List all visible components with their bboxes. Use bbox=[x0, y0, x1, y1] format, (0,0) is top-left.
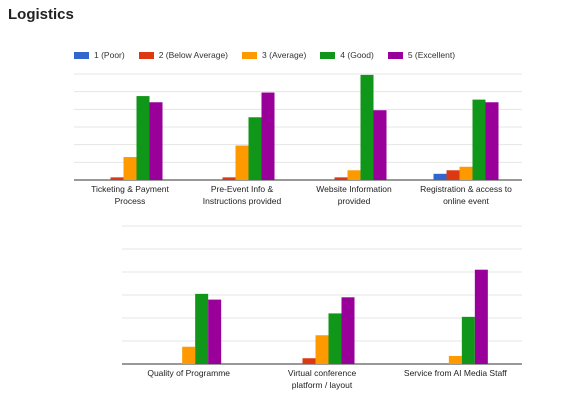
bar-5-excellent bbox=[261, 92, 275, 180]
bar-3-average bbox=[448, 355, 462, 364]
category-label: Ticketing & Payment bbox=[91, 184, 169, 194]
bar-5-excellent bbox=[208, 299, 222, 364]
bar-5-excellent bbox=[341, 297, 355, 364]
category-label: online event bbox=[443, 196, 489, 206]
legend-label-poor: 1 (Poor) bbox=[94, 50, 125, 60]
chart-legend: 1 (Poor) 2 (Below Average) 3 (Average) 4… bbox=[74, 50, 455, 60]
category-label: Process bbox=[115, 196, 146, 206]
bar-3-average bbox=[315, 335, 329, 364]
category-label: platform / layout bbox=[292, 380, 353, 390]
category-label: Website Information bbox=[316, 184, 392, 194]
bar-4-good bbox=[328, 313, 342, 364]
bar-3-average bbox=[235, 145, 249, 180]
legend-label-excellent: 5 (Excellent) bbox=[407, 50, 456, 60]
category-label: Instructions provided bbox=[203, 196, 282, 206]
legend-swatch-good bbox=[320, 51, 336, 59]
legend-label-good: 4 (Good) bbox=[340, 50, 374, 60]
bar-1-poor bbox=[433, 173, 447, 180]
legend-item-good[interactable]: 4 (Good) bbox=[320, 50, 374, 60]
bar-2-below-average bbox=[334, 177, 348, 180]
category-label: Virtual conference bbox=[288, 368, 357, 378]
legend-swatch-below-average bbox=[138, 51, 154, 59]
legend-item-excellent[interactable]: 5 (Excellent) bbox=[387, 50, 456, 60]
bar-3-average bbox=[347, 170, 361, 180]
legend-item-average[interactable]: 3 (Average) bbox=[242, 50, 306, 60]
bar-3-average bbox=[123, 157, 137, 180]
category-label: Service from AI Media Staff bbox=[404, 368, 507, 378]
bar-3-average bbox=[459, 166, 473, 180]
bar-5-excellent bbox=[485, 102, 499, 180]
bar-2-below-average bbox=[302, 358, 316, 364]
bar-4-good bbox=[472, 99, 486, 180]
legend-label-below-average: 2 (Below Average) bbox=[158, 50, 229, 60]
bar-5-excellent bbox=[149, 102, 163, 180]
bar-3-average bbox=[182, 346, 196, 364]
bar-4-good bbox=[195, 293, 209, 364]
bar-4-good bbox=[461, 316, 475, 364]
legend-swatch-average bbox=[242, 51, 258, 59]
legend-label-average: 3 (Average) bbox=[262, 50, 307, 60]
legend-swatch-poor bbox=[74, 51, 89, 59]
legend-item-below-average[interactable]: 2 (Below Average) bbox=[138, 50, 229, 60]
bar-2-below-average bbox=[222, 177, 236, 180]
category-label: Pre-Event Info & bbox=[211, 184, 274, 194]
page-title: Logistics bbox=[8, 6, 74, 23]
bar-5-excellent bbox=[373, 110, 387, 180]
bar-4-good bbox=[360, 74, 374, 180]
legend-item-poor[interactable]: 1 (Poor) bbox=[74, 50, 125, 60]
legend-swatch-excellent bbox=[387, 51, 403, 59]
bar-5-excellent bbox=[474, 269, 488, 364]
category-label: Registration & access to bbox=[420, 184, 512, 194]
bar-2-below-average bbox=[110, 177, 124, 180]
bar-2-below-average bbox=[446, 170, 460, 180]
category-label: Quality of Programme bbox=[147, 368, 230, 378]
category-label: provided bbox=[338, 196, 371, 206]
bar-4-good bbox=[248, 117, 262, 180]
bar-4-good bbox=[136, 96, 150, 180]
